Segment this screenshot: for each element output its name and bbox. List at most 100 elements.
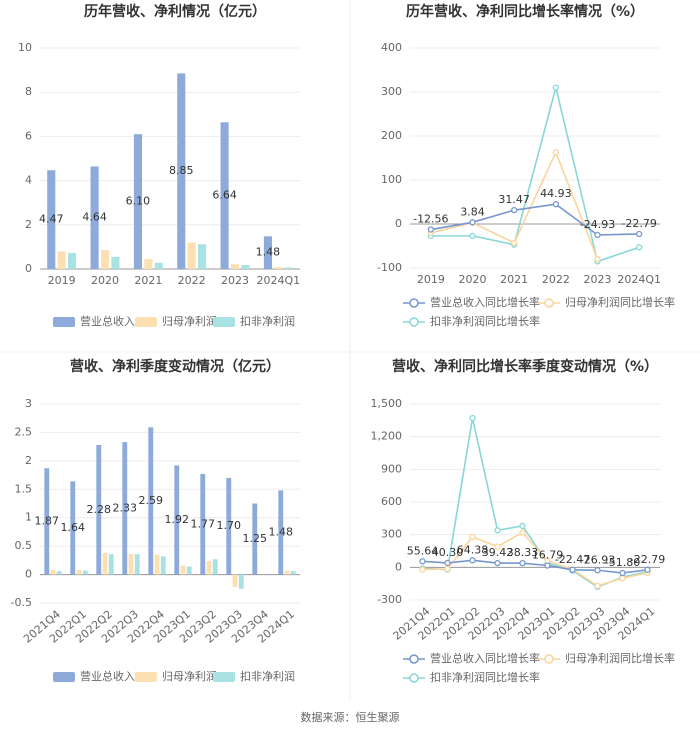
x-tick-label: 2019	[417, 273, 445, 286]
point	[544, 562, 551, 569]
value-label: 44.93	[540, 187, 572, 200]
legend-label: 扣非净利润同比增长率	[430, 314, 540, 328]
bar	[186, 566, 192, 575]
point	[619, 569, 626, 577]
point	[594, 256, 601, 263]
bar	[160, 556, 166, 575]
value-label: -24.93	[580, 218, 615, 231]
value-label: -26.93	[580, 553, 615, 566]
value-label: 1.48	[269, 525, 294, 538]
y-tick-label: 0	[395, 560, 402, 573]
y-tick-label: 8	[25, 85, 32, 98]
legend-swatch	[53, 317, 75, 327]
bar	[96, 444, 102, 575]
value-label: 39.42	[482, 546, 514, 559]
value-label: 6.10	[126, 195, 151, 208]
point	[594, 582, 601, 589]
bar	[180, 565, 186, 575]
y-tick-label: -300	[377, 593, 402, 606]
line	[422, 531, 648, 587]
x-tick-label: 2022	[178, 274, 206, 287]
bar	[144, 259, 153, 269]
legend-swatch	[409, 673, 419, 683]
bar	[284, 570, 290, 575]
y-tick-label: 1	[25, 511, 32, 524]
legend-swatch	[53, 672, 75, 682]
legend-swatch	[409, 317, 419, 327]
x-tick-label: 2023	[221, 274, 249, 287]
y-tick-label: 1.5	[15, 482, 33, 495]
bar	[220, 122, 229, 269]
line	[422, 559, 648, 574]
bar	[290, 571, 296, 575]
bar	[57, 251, 66, 269]
chart-title: 历年营收、净利同比增长率情况（%）	[406, 3, 644, 20]
value-label: 1.64	[61, 521, 86, 534]
value-label: 64.38	[457, 543, 489, 556]
bar	[133, 134, 142, 269]
value-label: -22.79	[630, 553, 665, 566]
point	[636, 230, 643, 238]
point	[494, 559, 501, 567]
legend-swatch	[213, 672, 235, 682]
y-tick-label: 2.5	[15, 425, 33, 438]
y-tick-label: 1,200	[371, 430, 403, 443]
value-label: 2.28	[87, 503, 112, 516]
value-label: 31.47	[498, 193, 530, 206]
bar	[206, 560, 212, 575]
bar	[252, 503, 258, 575]
point	[552, 84, 559, 91]
legend-label: 营业总收入同比增长率	[430, 295, 540, 309]
value-label: 4.64	[82, 211, 107, 224]
point	[469, 533, 476, 540]
legend-swatch	[135, 317, 157, 327]
bar	[100, 250, 110, 269]
line	[430, 203, 640, 236]
bar	[212, 559, 218, 575]
bar	[226, 477, 232, 575]
x-tick-label: 2022	[542, 273, 570, 286]
point	[419, 566, 426, 573]
y-tick-label: 100	[381, 173, 402, 186]
point	[494, 527, 501, 534]
legend-label: 归母净利润	[162, 669, 217, 683]
point	[594, 567, 601, 574]
y-tick-label: 0	[25, 568, 32, 581]
point	[469, 415, 476, 422]
bar	[50, 570, 56, 575]
point	[469, 232, 476, 240]
y-tick-label: 0	[25, 262, 32, 275]
bar	[230, 264, 240, 269]
bar	[134, 554, 140, 575]
point	[511, 207, 518, 214]
value-label: 3.84	[460, 205, 485, 218]
x-tick-label: 2020	[91, 274, 119, 287]
y-tick-label: -100	[377, 261, 402, 274]
value-label: 16.79	[532, 549, 564, 562]
bar	[274, 267, 283, 269]
bar	[82, 570, 88, 575]
bar	[90, 166, 99, 269]
bar	[174, 465, 180, 575]
y-tick-label: 300	[381, 85, 402, 98]
bar	[198, 244, 207, 269]
point	[444, 559, 451, 567]
y-tick-label: 900	[381, 462, 402, 475]
legend-swatch	[213, 317, 235, 327]
bar	[154, 262, 163, 269]
bar	[148, 427, 154, 575]
x-tick-label: 2021	[134, 274, 162, 287]
legend-label: 营业总收入同比增长率	[430, 651, 540, 665]
bar	[177, 73, 186, 269]
y-tick-label: 200	[381, 129, 402, 142]
bar	[128, 554, 134, 575]
value-label: 2.59	[139, 494, 164, 507]
bar	[187, 242, 196, 269]
y-tick-label: 1,500	[371, 397, 403, 410]
bar	[278, 490, 284, 575]
bar	[263, 236, 272, 269]
bar	[102, 552, 108, 575]
point	[569, 566, 576, 573]
legend-label: 扣非净利润	[240, 669, 295, 683]
